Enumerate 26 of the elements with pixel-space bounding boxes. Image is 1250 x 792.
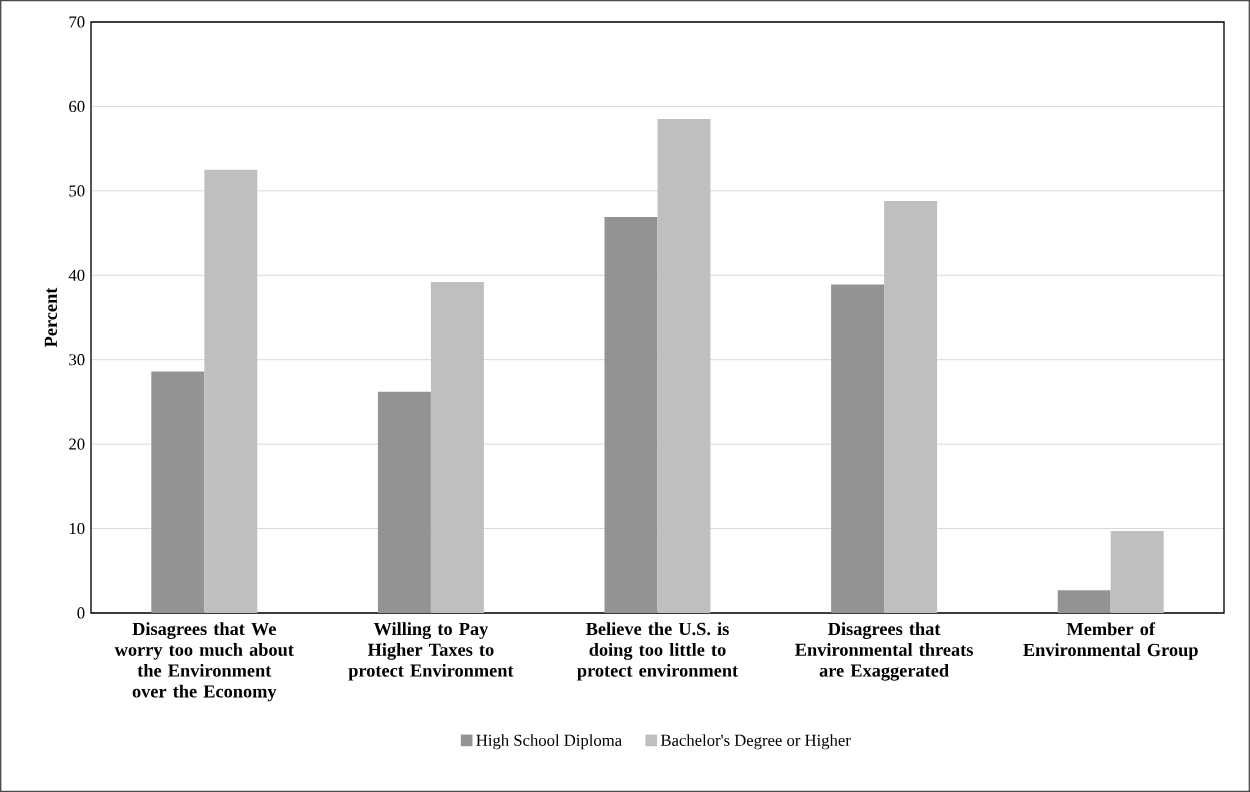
bar: [430, 282, 484, 613]
y-tick-label: 20: [69, 438, 85, 450]
bar: [1057, 590, 1111, 613]
bar: [204, 169, 258, 613]
x-tick-label: Disagrees that We worry too much about the Environment over the Economy: [114, 622, 294, 702]
x-tick-label: Member of Environmental Group: [1023, 622, 1198, 660]
y-tick-label: 10: [69, 522, 85, 535]
x-tick-label: Willing to Pay Higher Taxes to protect Environment: [348, 622, 514, 681]
bar: [831, 284, 885, 613]
y-axis-title: Percent: [44, 287, 58, 348]
legend-label: High School Diploma: [476, 734, 622, 750]
legend-label: Bachelor's Degree or Higher: [660, 734, 851, 750]
y-tick-label: 50: [69, 185, 85, 197]
x-tick-label: Disagrees that Environmental threats are Exaggerated: [795, 622, 973, 681]
y-tick-label: 40: [68, 269, 85, 281]
bar: [377, 391, 431, 613]
bar: [657, 119, 711, 613]
bar: [604, 217, 658, 613]
x-tick-label: Believe the U.S. is doing too little to protect environment: [577, 622, 739, 681]
y-tick-label: 70: [69, 16, 85, 28]
bar: [1110, 531, 1164, 613]
bar: [884, 200, 938, 613]
y-tick-label: 30: [69, 354, 85, 366]
y-tick-label: 60: [69, 100, 85, 113]
bar: [151, 371, 205, 613]
y-tick-label: 0: [77, 607, 85, 619]
